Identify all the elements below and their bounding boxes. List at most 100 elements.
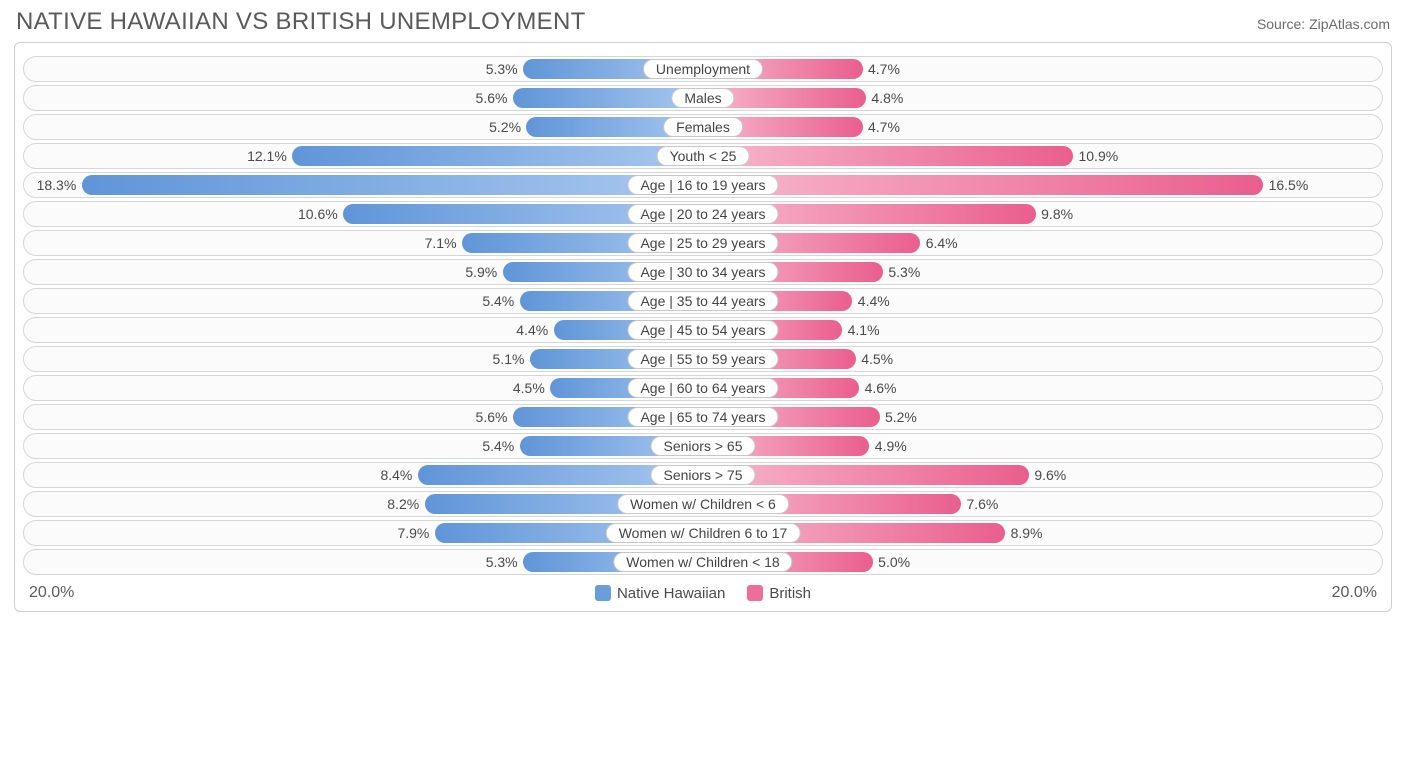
value-left: 7.9%	[397, 525, 429, 541]
legend-swatch-right	[747, 585, 763, 601]
chart-rows: 5.3% 4.7% Unemployment 5.6%4.8%Males 5.2% 4.7…	[23, 56, 1383, 575]
row-category-label: Women w/ Children < 18	[613, 552, 792, 572]
value-right: 4.4%	[858, 293, 890, 309]
row-left-half: 18.3%	[24, 173, 703, 197]
row-right-half: 8.9%	[703, 521, 1382, 545]
row-category-label: Seniors > 65	[651, 436, 756, 456]
value-right: 9.6%	[1034, 467, 1066, 483]
legend-item-left: Native Hawaiian	[595, 585, 725, 602]
row-category-label: Age | 25 to 29 years	[627, 233, 778, 253]
value-right: 16.5%	[1269, 177, 1309, 193]
chart-row: 5.6%5.2%Age | 65 to 74 years	[23, 404, 1383, 430]
value-right: 8.9%	[1011, 525, 1043, 541]
row-category-label: Women w/ Children < 6	[617, 494, 789, 514]
chart-source: Source: ZipAtlas.com	[1257, 16, 1390, 32]
row-category-label: Youth < 25	[657, 146, 750, 166]
chart-row: 7.1% 6.4% Age | 25 to 29 years	[23, 230, 1383, 256]
row-left-half: 5.2%	[24, 115, 703, 139]
value-right: 4.5%	[861, 351, 893, 367]
value-right: 4.6%	[865, 380, 897, 396]
row-left-half: 10.6%	[24, 202, 703, 226]
chart-title: NATIVE HAWAIIAN VS BRITISH UNEMPLOYMENT	[16, 8, 586, 36]
chart-row: 5.2%4.7%Females	[23, 114, 1383, 140]
value-left: 5.3%	[486, 554, 518, 570]
row-right-half: 5.3%	[703, 260, 1382, 284]
value-right: 5.2%	[885, 409, 917, 425]
bar-left	[82, 175, 703, 195]
row-left-half: 5.3%	[24, 550, 703, 574]
row-right-half: 4.4%	[703, 289, 1382, 313]
chart-row: 5.4% 4.9% Seniors > 65	[23, 433, 1383, 459]
value-left: 5.6%	[476, 409, 508, 425]
row-right-half: 9.8%	[703, 202, 1382, 226]
row-right-half: 6.4%	[703, 231, 1382, 255]
value-left: 8.4%	[380, 467, 412, 483]
axis-max-left: 20.0%	[29, 584, 74, 602]
value-left: 7.1%	[425, 235, 457, 251]
row-left-half: 5.3%	[24, 57, 703, 81]
row-left-half: 8.2%	[24, 492, 703, 516]
value-right: 10.9%	[1078, 148, 1118, 164]
value-left: 5.9%	[465, 264, 497, 280]
row-right-half: 4.1%	[703, 318, 1382, 342]
value-right: 5.0%	[878, 554, 910, 570]
row-right-half: 9.6%	[703, 463, 1382, 487]
row-right-half: 4.8%	[703, 86, 1382, 110]
chart-footer: 20.0% Native Hawaiian British 20.0%	[23, 579, 1383, 605]
chart-row: 5.4% 4.4% Age | 35 to 44 years	[23, 288, 1383, 314]
legend-label-right: British	[769, 585, 811, 602]
value-right: 4.8%	[871, 90, 903, 106]
value-left: 5.4%	[482, 293, 514, 309]
value-left: 5.1%	[493, 351, 525, 367]
chart-row: 5.1% 4.5% Age | 55 to 59 years	[23, 346, 1383, 372]
row-right-half: 4.9%	[703, 434, 1382, 458]
chart-row: 8.2% 7.6%Women w/ Children < 6	[23, 491, 1383, 517]
chart-row: 12.1% 10.9% Youth < 25	[23, 143, 1383, 169]
value-left: 12.1%	[247, 148, 287, 164]
value-right: 4.1%	[848, 322, 880, 338]
value-right: 6.4%	[926, 235, 958, 251]
row-left-half: 5.6%	[24, 405, 703, 429]
value-right: 4.7%	[868, 119, 900, 135]
row-right-half: 10.9%	[703, 144, 1382, 168]
row-category-label: Seniors > 75	[651, 465, 756, 485]
chart-row: 5.6%4.8%Males	[23, 85, 1383, 111]
row-category-label: Age | 55 to 59 years	[627, 349, 778, 369]
value-left: 5.4%	[482, 438, 514, 454]
row-category-label: Unemployment	[643, 59, 763, 79]
row-category-label: Age | 35 to 44 years	[627, 291, 778, 311]
row-category-label: Age | 45 to 54 years	[627, 320, 778, 340]
chart-row: 5.3% 4.7% Unemployment	[23, 56, 1383, 82]
value-right: 9.8%	[1041, 206, 1073, 222]
row-left-half: 5.9%	[24, 260, 703, 284]
chart-row: 5.3% 5.0% Women w/ Children < 18	[23, 549, 1383, 575]
chart-row: 4.5%4.6%Age | 60 to 64 years	[23, 375, 1383, 401]
row-left-half: 12.1%	[24, 144, 703, 168]
row-category-label: Age | 30 to 34 years	[627, 262, 778, 282]
row-right-half: 16.5%	[703, 173, 1382, 197]
row-right-half: 5.2%	[703, 405, 1382, 429]
row-right-half: 4.7%	[703, 57, 1382, 81]
row-left-half: 7.1%	[24, 231, 703, 255]
row-left-half: 8.4%	[24, 463, 703, 487]
value-left: 4.5%	[513, 380, 545, 396]
value-left: 8.2%	[387, 496, 419, 512]
row-right-half: 4.5%	[703, 347, 1382, 371]
value-left: 4.4%	[516, 322, 548, 338]
chart-legend: Native Hawaiian British	[595, 585, 811, 602]
bar-right	[703, 146, 1073, 166]
chart-row: 4.4% 4.1% Age | 45 to 54 years	[23, 317, 1383, 343]
value-left: 10.6%	[298, 206, 338, 222]
chart-row: 8.4% 9.6% Seniors > 75	[23, 462, 1383, 488]
value-right: 5.3%	[888, 264, 920, 280]
chart-plot-area: 5.3% 4.7% Unemployment 5.6%4.8%Males 5.2% 4.7…	[14, 42, 1392, 612]
row-right-half: 4.6%	[703, 376, 1382, 400]
value-left: 5.2%	[489, 119, 521, 135]
value-right: 4.7%	[868, 61, 900, 77]
row-left-half: 5.1%	[24, 347, 703, 371]
row-right-half: 7.6%	[703, 492, 1382, 516]
value-right: 4.9%	[875, 438, 907, 454]
row-category-label: Women w/ Children 6 to 17	[606, 523, 801, 543]
value-left: 18.3%	[37, 177, 77, 193]
row-left-half: 7.9%	[24, 521, 703, 545]
